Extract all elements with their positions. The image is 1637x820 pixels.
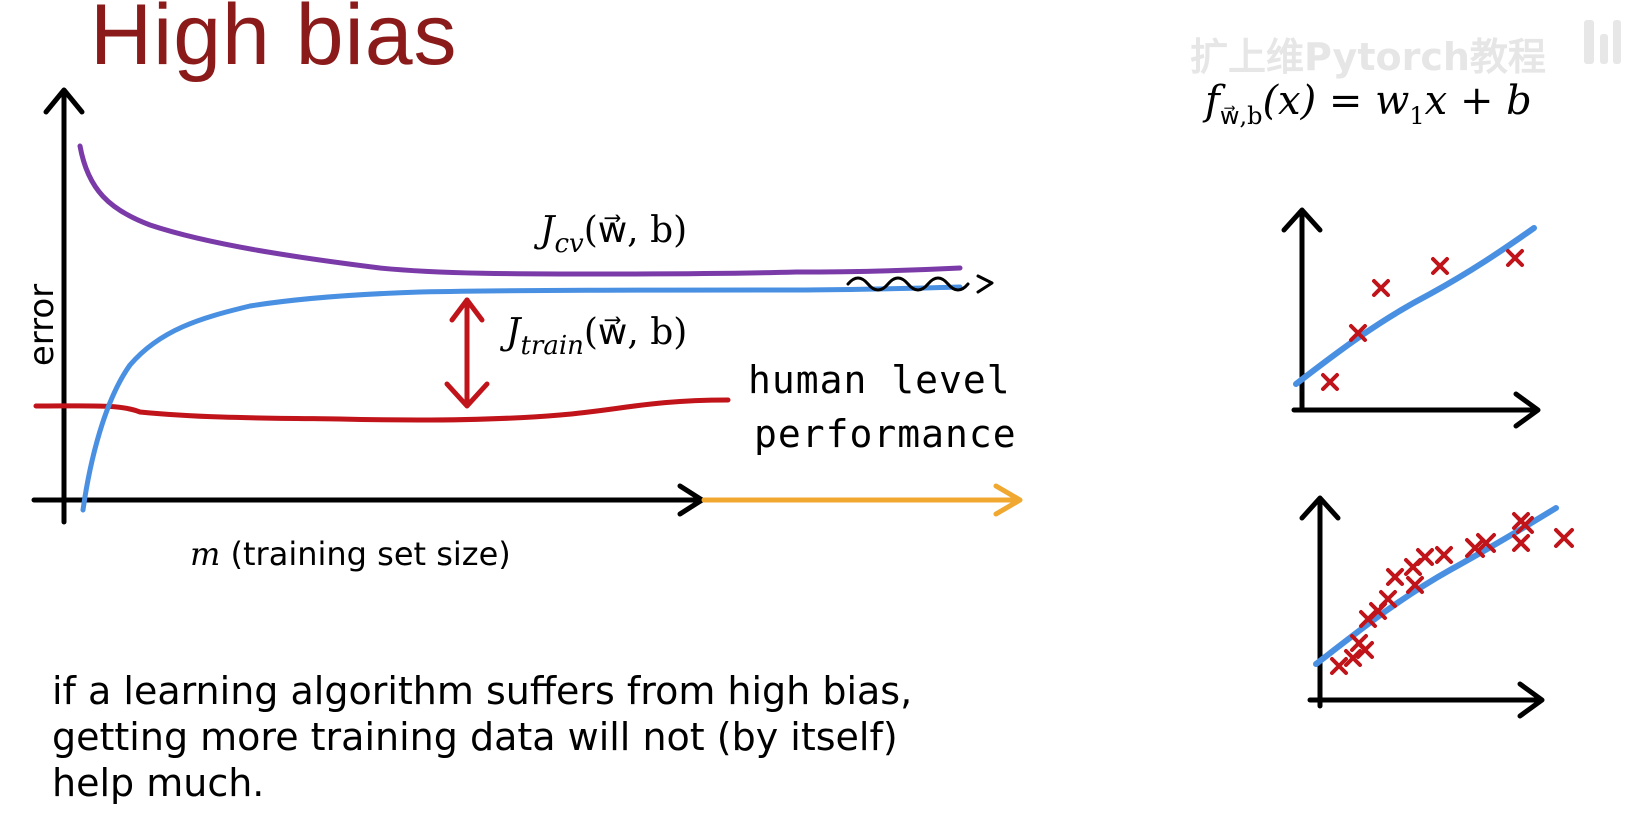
small-plot-few-points	[1281, 207, 1541, 429]
caption-line-1: if a learning algorithm suffers from hig…	[52, 669, 913, 713]
convergence-arrowhead	[976, 274, 994, 294]
caption-line-3: help much.	[52, 761, 265, 805]
x-axis-extension-arrowhead	[993, 483, 1023, 517]
convergence-squiggle	[846, 276, 970, 292]
bilibili-logo-icon	[1584, 20, 1621, 64]
jcv-curve	[77, 143, 963, 277]
slide-title: High bias	[90, 0, 458, 83]
human-level-label-line1: human level	[748, 358, 1011, 402]
y-axis-arrowhead	[43, 87, 85, 115]
data-points-2	[1330, 512, 1574, 675]
watermark-text: 扩上维Pytorch教程	[1190, 35, 1546, 79]
x-axis-label: m (training set size)	[190, 535, 511, 573]
data-points-1	[1321, 249, 1524, 391]
fit-line-1	[1293, 225, 1537, 387]
jtrain-curve	[80, 284, 963, 513]
caption: if a learning algorithm suffers from hig…	[52, 668, 1152, 806]
human-level-curve	[33, 397, 731, 423]
model-formula: fw⃗,b(x) = w1x + b	[1205, 78, 1532, 130]
small-plot-many-points	[1299, 495, 1574, 719]
main-axes	[31, 87, 1023, 525]
gap-double-arrow	[444, 297, 490, 409]
human-level-label-line2: performance	[754, 412, 1017, 456]
caption-line-2: getting more training data will not (by …	[52, 715, 898, 759]
jcv-label: Jcv(w⃗, b)	[540, 210, 688, 259]
y-axis-label: error	[22, 283, 62, 367]
jtrain-label: Jtrain(w⃗, b)	[506, 312, 688, 361]
